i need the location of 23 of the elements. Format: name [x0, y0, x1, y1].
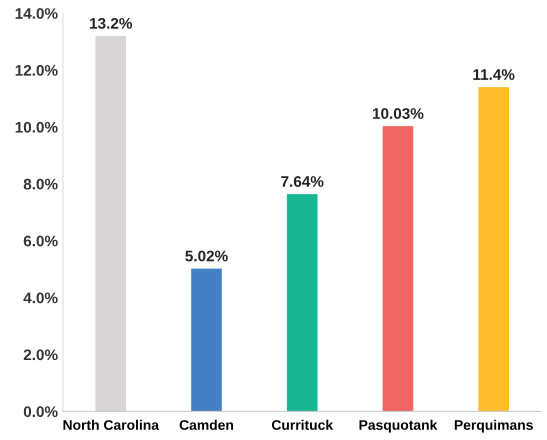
x-tick-label: North Carolina	[63, 420, 160, 430]
bar	[382, 126, 414, 412]
x-tick-label: Camden	[180, 420, 234, 430]
x-tick-label: Currituck	[272, 420, 334, 430]
y-tick-label: 2.0%	[24, 349, 58, 360]
bar	[95, 36, 126, 412]
bar	[478, 87, 509, 412]
y-tick-label: 14.0%	[16, 8, 58, 19]
y-tick-label: 12.0%	[16, 64, 58, 76]
y-tick-label: 10.0%	[16, 122, 58, 133]
data-label: 13.2%	[90, 18, 132, 29]
data-label: 11.4%	[473, 69, 515, 80]
y-tick-label: 8.0%	[24, 178, 58, 190]
x-tick-label: Perquimans	[454, 420, 533, 433]
bar	[191, 268, 222, 412]
data-label: 5.02%	[185, 250, 228, 262]
data-label: 10.03%	[373, 108, 424, 119]
y-tick-label: 6.0%	[24, 236, 58, 246]
y-tick-label: 4.0%	[23, 292, 58, 304]
bar	[286, 194, 318, 412]
y-tick-label: 0.0%	[24, 406, 58, 418]
data-label: 7.64%	[281, 176, 324, 187]
x-tick-label: Pasquotank	[360, 420, 438, 433]
